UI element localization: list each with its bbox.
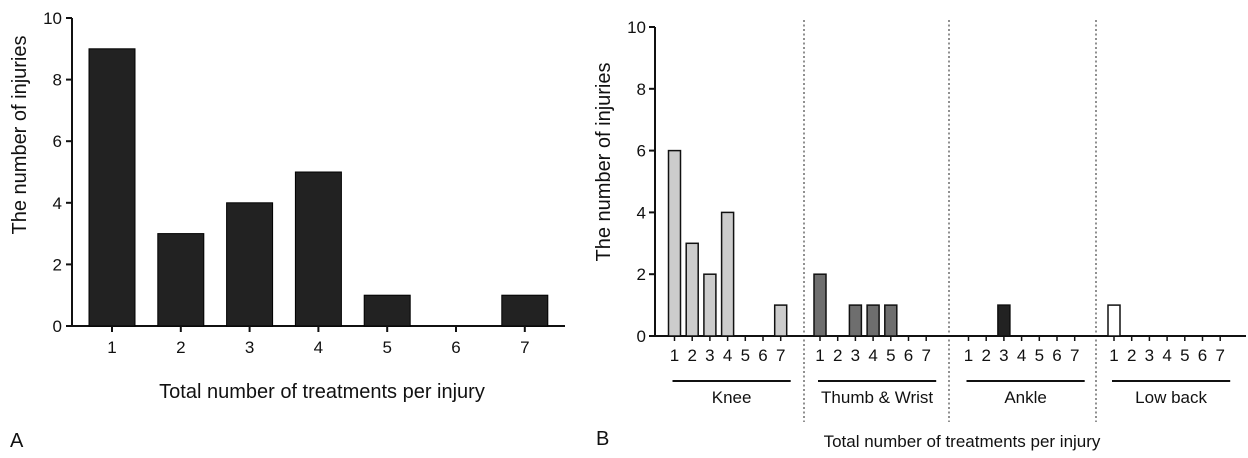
x-tick-label: 6	[451, 338, 460, 357]
panel-label: B	[596, 428, 609, 450]
x-tick-label: 1	[1109, 346, 1118, 365]
x-tick-label: 6	[758, 346, 767, 365]
x-axis-title: Total number of treatments per injury	[159, 381, 485, 403]
x-tick-label: 2	[687, 346, 696, 365]
bar	[848, 304, 863, 337]
group-label: Thumb & Wrist	[821, 388, 933, 407]
y-tick-label: 8	[53, 71, 62, 90]
x-tick-label: 4	[1162, 346, 1171, 365]
x-tick-label: 1	[107, 338, 116, 357]
bar	[773, 304, 788, 337]
group-label: Knee	[712, 388, 752, 407]
y-tick-label: 2	[637, 265, 646, 284]
x-tick-label: 3	[851, 346, 860, 365]
y-axis-title: The number of injuries	[593, 63, 615, 262]
panel-label: A	[10, 430, 24, 452]
bar	[157, 233, 205, 327]
x-tick-label: 3	[1145, 346, 1154, 365]
x-tick-label: 2	[1127, 346, 1136, 365]
bar	[226, 202, 274, 327]
x-tick-label: 5	[1035, 346, 1044, 365]
x-tick-label: 6	[1052, 346, 1061, 365]
bar	[88, 48, 136, 327]
y-tick-label: 0	[53, 317, 62, 336]
bar	[294, 171, 342, 327]
x-tick-label: 4	[314, 338, 323, 357]
group-label: Ankle	[1004, 388, 1047, 407]
bar	[720, 211, 735, 337]
bar	[703, 273, 717, 337]
x-tick-label: 7	[520, 338, 529, 357]
bar	[866, 304, 880, 337]
y-axis-title: The number of injuries	[9, 36, 31, 235]
x-tick-label: 6	[904, 346, 913, 365]
y-tick-label: 8	[637, 80, 646, 99]
x-tick-label: 2	[833, 346, 842, 365]
bar	[1107, 304, 1121, 337]
x-axis-title: Total number of treatments per injury	[824, 432, 1101, 451]
x-tick-label: 3	[245, 338, 254, 357]
bar	[813, 273, 827, 337]
x-tick-label: 1	[815, 346, 824, 365]
y-tick-label: 4	[637, 203, 646, 222]
bar	[501, 294, 549, 327]
x-tick-label: 2	[176, 338, 185, 357]
bar	[685, 242, 699, 337]
x-tick-label: 4	[868, 346, 877, 365]
bar	[884, 304, 898, 337]
y-tick-label: 6	[637, 142, 646, 161]
y-tick-label: 2	[53, 255, 62, 274]
x-tick-label: 7	[921, 346, 930, 365]
bar	[997, 304, 1011, 337]
y-tick-label: 10	[43, 9, 62, 28]
x-tick-label: 5	[741, 346, 750, 365]
group-label: Low back	[1135, 388, 1207, 407]
x-tick-label: 2	[981, 346, 990, 365]
x-tick-label: 1	[964, 346, 973, 365]
y-tick-label: 4	[53, 194, 62, 213]
bar	[667, 149, 682, 337]
x-tick-label: 5	[1180, 346, 1189, 365]
x-tick-label: 4	[723, 346, 732, 365]
x-tick-label: 7	[1215, 346, 1224, 365]
y-tick-label: 10	[627, 18, 646, 37]
x-tick-label: 7	[1070, 346, 1079, 365]
x-tick-label: 1	[670, 346, 679, 365]
x-tick-label: 7	[776, 346, 785, 365]
y-tick-label: 6	[53, 132, 62, 151]
x-tick-label: 3	[705, 346, 714, 365]
x-tick-label: 3	[999, 346, 1008, 365]
x-tick-label: 5	[886, 346, 895, 365]
y-tick-label: 0	[637, 327, 646, 346]
bar	[363, 294, 411, 327]
x-tick-label: 5	[382, 338, 391, 357]
x-tick-label: 4	[1017, 346, 1026, 365]
x-tick-label: 6	[1198, 346, 1207, 365]
